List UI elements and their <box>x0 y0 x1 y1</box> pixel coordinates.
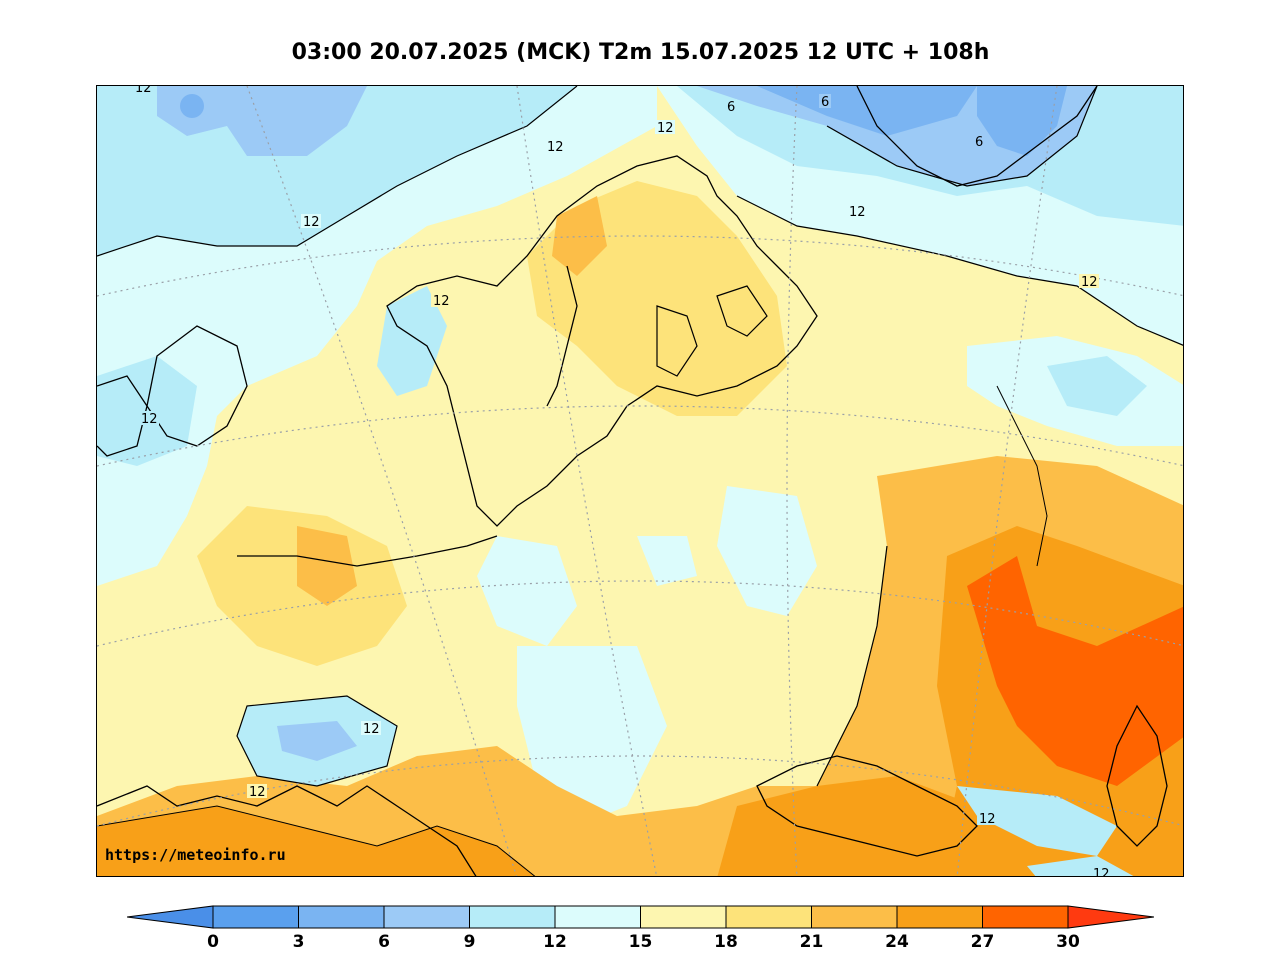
coastline-gulf-of-bothnia <box>546 265 578 407</box>
isotherm-21-east <box>816 545 888 787</box>
region-9-12-norway <box>377 286 447 396</box>
colorbar-tick-label: 24 <box>885 932 909 952</box>
colorbar-segment-9-12 <box>469 905 556 929</box>
contour-label: 12 <box>1081 275 1098 290</box>
contour-label: 12 <box>363 722 380 737</box>
colorbar-tick-label: 3 <box>292 932 305 952</box>
lake-ladoga <box>656 305 698 377</box>
region-12-15-belarus <box>477 536 577 646</box>
colorbar-tick-label: 9 <box>463 932 476 952</box>
contour-label: 12 <box>249 785 266 800</box>
isotherm-12-northeast <box>736 195 1183 346</box>
colorbar-tick-label: 30 <box>1056 932 1080 952</box>
isotherm-12-north <box>97 86 578 257</box>
colorbar-segment-3-6 <box>298 905 385 929</box>
contour-label: 12 <box>547 140 564 155</box>
region-9-12-caucasus <box>957 786 1117 856</box>
colorbar-tick-label: 15 <box>628 932 653 952</box>
coastline-baltic-south <box>237 535 498 567</box>
contour-label: 12 <box>135 86 152 96</box>
temperature-map: 12 12 12 12 12 12 12 12 12 6 6 6 12 <box>96 85 1184 877</box>
region-21-24-scandinavia <box>552 196 607 276</box>
region-3-6-kara <box>977 86 1067 156</box>
colorbar-tick-label: 12 <box>543 932 567 952</box>
region-12-15-russia-west <box>637 536 697 586</box>
coastline-black-sea <box>756 755 978 857</box>
region-3-6-northeast <box>757 86 977 136</box>
colorbar-segment-12-15 <box>554 905 641 929</box>
contour-label: 12 <box>433 294 450 309</box>
contour-label: 12 <box>657 121 674 136</box>
region-27-30-east <box>967 556 1183 786</box>
colorbar-extend-low <box>127 905 214 929</box>
contour-label: 12 <box>979 812 996 827</box>
contour-label: 12 <box>1093 867 1110 877</box>
colorbar-segment-0-3 <box>212 905 299 929</box>
isotherm-24-south <box>97 805 536 876</box>
map-canvas: 12 12 12 12 12 12 12 12 12 6 6 6 12 <box>97 86 1183 877</box>
river-volga <box>996 385 1048 567</box>
region-9-12-urals <box>1047 356 1147 416</box>
lake-onega <box>716 285 768 337</box>
colorbar-tick-label: 6 <box>378 932 390 952</box>
colorbar <box>127 905 1154 929</box>
colorbar-segment-15-18 <box>640 905 727 929</box>
colorbar-extend-high <box>1067 905 1154 929</box>
contour-label: 6 <box>727 100 735 115</box>
colorbar-segment-21-24 <box>811 905 898 929</box>
region-21-24-germany <box>297 526 357 606</box>
contour-labels: 12 12 12 12 12 12 12 12 12 6 6 6 12 <box>133 86 1111 877</box>
colorbar-segment-6-9 <box>383 905 470 929</box>
coastline-mediterranean <box>97 785 477 876</box>
contour-label: 12 <box>303 215 320 230</box>
contour-label: 6 <box>821 95 829 110</box>
coastline-ireland <box>97 375 148 457</box>
region-12-15-russia-central <box>717 486 817 616</box>
region-3-6-iceland <box>180 94 204 118</box>
contour-label: 6 <box>975 135 983 150</box>
region-6-9-northwest <box>217 86 367 156</box>
isotherm-6-northeast <box>826 86 1098 187</box>
colorbar-tick-label: 18 <box>714 932 738 952</box>
colorbar-tick-label: 0 <box>207 932 219 952</box>
contour-label: 12 <box>849 205 866 220</box>
region-6-9-alps <box>277 721 357 761</box>
graticule <box>97 86 1183 876</box>
coastline-caspian-sea <box>1106 704 1168 847</box>
map-title: 03:00 20.07.2025 (MCK) T2m 15.07.2025 12… <box>291 40 990 65</box>
colorbar-tick-label: 27 <box>970 932 995 952</box>
coastline-scandinavia <box>386 155 818 527</box>
region-24-27-mediterranean <box>97 806 535 876</box>
coastline-arctic <box>856 86 1098 187</box>
colorbar-tick-label: 21 <box>799 932 824 952</box>
watermark-url: https://meteoinfo.ru <box>105 846 286 864</box>
colorbar-segment-18-21 <box>725 905 812 929</box>
region-12-15-ukraine <box>517 646 667 826</box>
colorbar-segment-24-27 <box>896 905 983 929</box>
colorbar-segment-27-30 <box>982 905 1069 929</box>
contour-label: 12 <box>141 412 158 427</box>
region-24-27-black-sea <box>717 776 1037 876</box>
